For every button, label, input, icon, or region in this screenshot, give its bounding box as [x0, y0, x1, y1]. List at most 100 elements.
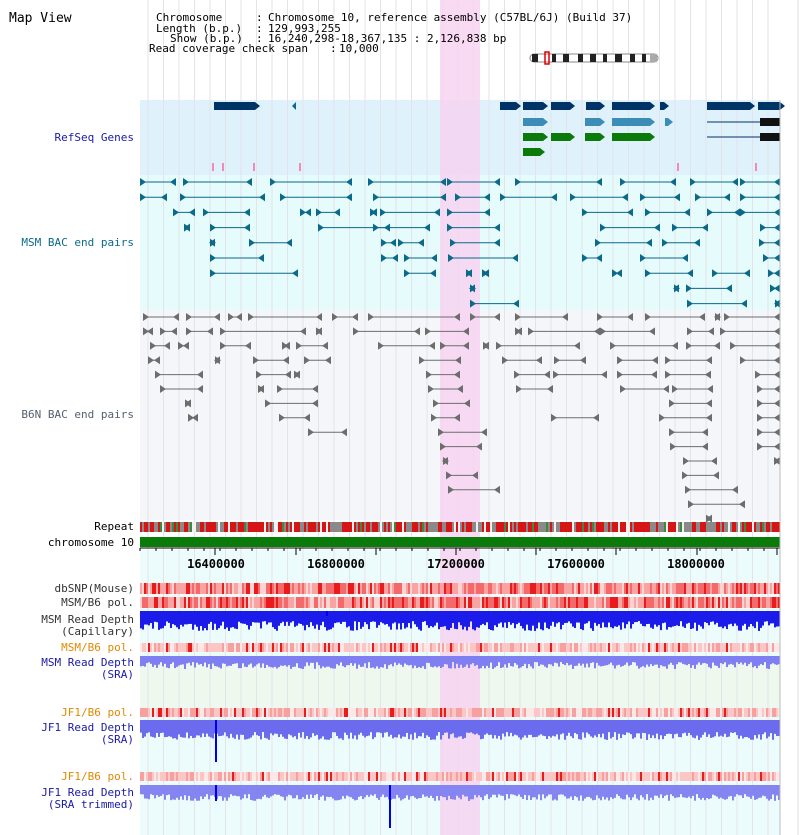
msm-bac-pair-end[interactable]: [448, 254, 454, 262]
b6n-bac-pair-end[interactable]: [476, 442, 482, 451]
msm-bac-pair-end[interactable]: [173, 208, 179, 217]
repeat-track[interactable]: [140, 522, 780, 532]
msm-bac-pair-end[interactable]: [371, 208, 377, 217]
gene-exon[interactable]: [214, 102, 255, 110]
refseq-label[interactable]: RefSeq Genes: [55, 131, 134, 144]
msm-bac-pair-end[interactable]: [440, 178, 446, 186]
msm-bac-pair-end[interactable]: [622, 193, 628, 202]
msm-bac-pair-end[interactable]: [258, 254, 264, 262]
b6n-bac-pair-end[interactable]: [724, 313, 730, 321]
gene-arrow[interactable]: [543, 133, 548, 141]
b6n-bac-pair-end[interactable]: [481, 428, 487, 437]
b6n-bac-pair-end[interactable]: [547, 385, 553, 393]
msm-bac-pair-end[interactable]: [249, 238, 255, 247]
b6n-bac-pair-end[interactable]: [472, 471, 478, 480]
b6n-bac-pair-end[interactable]: [426, 370, 432, 379]
gene-exon[interactable]: [665, 118, 668, 126]
b6n-bac-pair-end[interactable]: [551, 413, 557, 422]
msm-depth-cap-label-1[interactable]: MSM Read Depth: [41, 613, 134, 626]
b6n-bac-pair-end[interactable]: [325, 356, 331, 365]
b6n-bac-pair-end[interactable]: [705, 370, 711, 379]
b6n-bac-pair-end[interactable]: [155, 370, 161, 379]
gene-arrow[interactable]: [650, 133, 655, 141]
msm-bac-pair-end[interactable]: [640, 254, 646, 262]
msm-bac-pair-end[interactable]: [431, 254, 437, 262]
msm-bac-pair-end[interactable]: [744, 269, 750, 278]
msm-bac-pair-end[interactable]: [494, 238, 500, 247]
msm-bac-pair-end[interactable]: [734, 208, 740, 217]
msm-bac-pair-end[interactable]: [582, 208, 588, 217]
b6n-bac-pair-end[interactable]: [514, 370, 520, 379]
msm-bac-pair-end[interactable]: [687, 299, 693, 308]
msm-bac-pair-end[interactable]: [483, 269, 489, 278]
msm-bac-pair-end[interactable]: [595, 238, 601, 247]
b6n-bac-pair-end[interactable]: [627, 313, 633, 321]
b6n-bac-pair-end[interactable]: [236, 313, 242, 321]
gene-exon[interactable]: [500, 102, 516, 110]
msm-bac-pair-end[interactable]: [210, 254, 216, 262]
b6n-bac-pair-end[interactable]: [220, 341, 226, 350]
b6n-bac-pair-end[interactable]: [774, 370, 780, 379]
msm-bac-pair-end[interactable]: [616, 269, 622, 278]
b6n-bac-pair-end[interactable]: [665, 356, 671, 365]
msm-bac-pair-end[interactable]: [381, 254, 387, 262]
b6n-bac-pair-end[interactable]: [730, 341, 736, 350]
b6n-bac-pair-end[interactable]: [178, 341, 184, 350]
b6n-bac-pair-end[interactable]: [757, 413, 763, 422]
msm-bac-pair-end[interactable]: [440, 193, 446, 202]
gene-exon[interactable]: [760, 118, 780, 126]
b6n-bac-pair-end[interactable]: [188, 413, 194, 422]
msm-bac-pair-end[interactable]: [210, 223, 216, 232]
b6n-bac-pair-end[interactable]: [706, 514, 712, 523]
jf1-pol-label[interactable]: JF1/B6 pol.: [61, 706, 134, 719]
b6n-bac-pair-end[interactable]: [711, 457, 717, 465]
b6n-bac-pair-end[interactable]: [702, 428, 708, 437]
b6n-bac-pair-end[interactable]: [294, 370, 300, 379]
msm-bac-pair-end[interactable]: [380, 208, 386, 217]
msm-pol-sra-label[interactable]: MSM/B6 pol.: [61, 641, 134, 654]
msm-bac-pair-end[interactable]: [741, 299, 747, 308]
b6n-bac-pair-end[interactable]: [593, 413, 599, 422]
msm-bac-pair-end[interactable]: [760, 223, 766, 232]
msm-bac-pair-end[interactable]: [170, 178, 176, 186]
msm-bac-pair-end[interactable]: [673, 284, 679, 293]
b6n-bac-pair-end[interactable]: [431, 413, 437, 422]
msm-bac-pair-end[interactable]: [774, 238, 780, 247]
gene-arrow[interactable]: [668, 118, 673, 126]
b6n-bac-pair-end[interactable]: [665, 370, 671, 379]
b6n-bac-pair-end[interactable]: [463, 341, 469, 350]
msm-bac-pair-end[interactable]: [768, 269, 774, 278]
msm-bac-pair-end[interactable]: [450, 238, 456, 247]
b6n-bac-pair-end[interactable]: [494, 485, 500, 494]
b6n-bac-pair-end[interactable]: [253, 356, 259, 365]
b6n-bac-pair-end[interactable]: [757, 442, 763, 451]
b6n-bac-pair-end[interactable]: [686, 341, 692, 350]
msm-bac-pair-end[interactable]: [404, 269, 410, 278]
gene-exon[interactable]: [551, 133, 570, 141]
msm-bac-pair-end[interactable]: [515, 178, 521, 186]
msm-bac-pair-end[interactable]: [620, 178, 626, 186]
b6n-bac-pair-end[interactable]: [148, 356, 154, 365]
b6n-bac-pair-end[interactable]: [617, 356, 623, 365]
b6n-bac-pair-end[interactable]: [197, 370, 203, 379]
b6n-bac-pair-end[interactable]: [757, 428, 763, 437]
b6n-bac-pair-end[interactable]: [774, 442, 780, 451]
msm-bac-pair-end[interactable]: [305, 208, 311, 217]
msm-bac-pair-end[interactable]: [469, 284, 475, 293]
msm-bac-pair-end[interactable]: [418, 238, 424, 247]
msm-bac-pair-end[interactable]: [684, 208, 690, 217]
b6n-bac-pair-end[interactable]: [296, 341, 302, 350]
b6n-bac-pair-end[interactable]: [516, 385, 522, 393]
gene-arrow[interactable]: [570, 102, 575, 110]
b6n-bac-pair-end[interactable]: [440, 442, 446, 451]
msm-bac-pair-end[interactable]: [280, 193, 286, 202]
b6n-bac-pair-end[interactable]: [464, 399, 470, 408]
b6n-bac-pair-end[interactable]: [258, 385, 264, 393]
gene-arrow[interactable]: [540, 148, 545, 156]
msm-bac-pair-end[interactable]: [286, 238, 292, 247]
b6n-bac-pair-end[interactable]: [470, 313, 476, 321]
jf1-pol-2-label[interactable]: JF1/B6 pol.: [61, 770, 134, 783]
msm-bac-pair-end[interactable]: [189, 208, 195, 217]
msm-bac-pair-end[interactable]: [318, 223, 324, 232]
b6n-bac-pair-end[interactable]: [164, 341, 170, 350]
